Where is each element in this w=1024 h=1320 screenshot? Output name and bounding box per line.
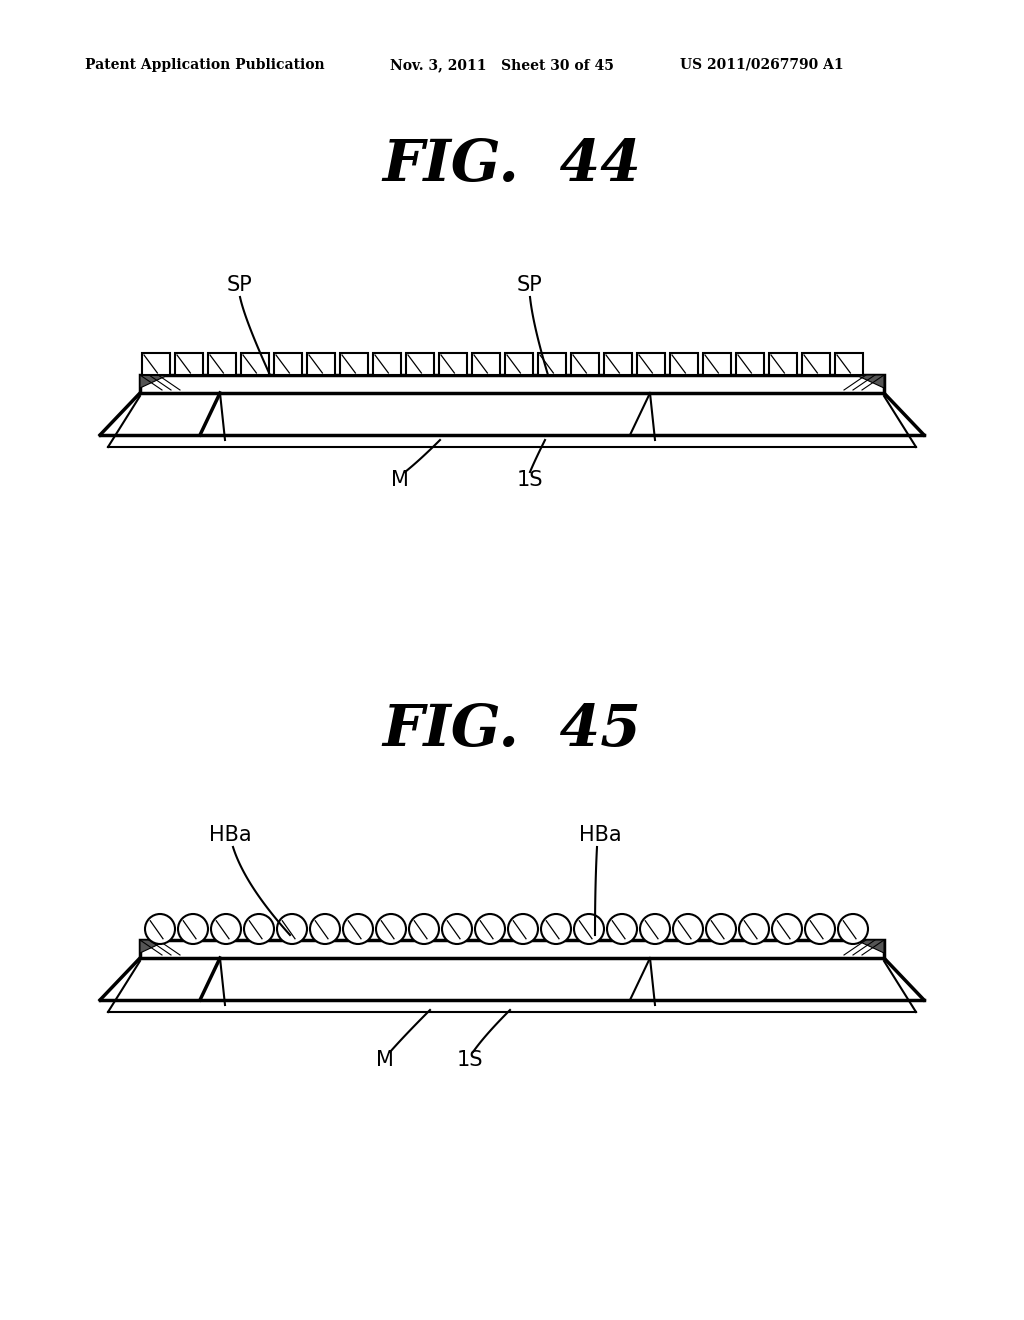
Text: 1S: 1S (517, 470, 544, 490)
Text: 1S: 1S (457, 1049, 483, 1071)
Polygon shape (241, 352, 269, 375)
Polygon shape (571, 352, 599, 375)
Polygon shape (340, 352, 368, 375)
Polygon shape (406, 352, 434, 375)
Polygon shape (208, 352, 236, 375)
Text: M: M (391, 470, 409, 490)
Polygon shape (274, 352, 302, 375)
Polygon shape (856, 940, 884, 953)
Text: M: M (376, 1049, 394, 1071)
Text: FIG.  45: FIG. 45 (383, 702, 641, 758)
Circle shape (442, 913, 472, 944)
Polygon shape (703, 352, 731, 375)
Polygon shape (538, 352, 566, 375)
Circle shape (475, 913, 505, 944)
Circle shape (805, 913, 835, 944)
Circle shape (838, 913, 868, 944)
Polygon shape (142, 352, 170, 375)
Text: FIG.  44: FIG. 44 (383, 137, 641, 193)
Polygon shape (769, 352, 797, 375)
Circle shape (145, 913, 175, 944)
Circle shape (574, 913, 604, 944)
Circle shape (178, 913, 208, 944)
Text: Nov. 3, 2011   Sheet 30 of 45: Nov. 3, 2011 Sheet 30 of 45 (390, 58, 613, 73)
Text: US 2011/0267790 A1: US 2011/0267790 A1 (680, 58, 844, 73)
Text: HBa: HBa (209, 825, 251, 845)
Circle shape (310, 913, 340, 944)
Circle shape (541, 913, 571, 944)
Polygon shape (604, 352, 632, 375)
Text: SP: SP (227, 275, 253, 294)
Circle shape (640, 913, 670, 944)
Polygon shape (140, 940, 884, 958)
Polygon shape (373, 352, 401, 375)
Polygon shape (856, 375, 884, 388)
Polygon shape (307, 352, 335, 375)
Polygon shape (472, 352, 500, 375)
Polygon shape (140, 375, 884, 393)
Polygon shape (140, 940, 168, 953)
Circle shape (376, 913, 406, 944)
Text: HBa: HBa (579, 825, 622, 845)
Polygon shape (175, 352, 203, 375)
Circle shape (409, 913, 439, 944)
Circle shape (772, 913, 802, 944)
Polygon shape (736, 352, 764, 375)
Polygon shape (835, 352, 863, 375)
Polygon shape (670, 352, 698, 375)
Circle shape (673, 913, 703, 944)
Circle shape (706, 913, 736, 944)
Circle shape (607, 913, 637, 944)
Circle shape (508, 913, 538, 944)
Polygon shape (505, 352, 534, 375)
Polygon shape (637, 352, 665, 375)
Circle shape (244, 913, 274, 944)
Text: Patent Application Publication: Patent Application Publication (85, 58, 325, 73)
Circle shape (343, 913, 373, 944)
Polygon shape (439, 352, 467, 375)
Polygon shape (100, 958, 924, 1001)
Polygon shape (802, 352, 830, 375)
Circle shape (278, 913, 307, 944)
Circle shape (211, 913, 241, 944)
Polygon shape (100, 393, 924, 436)
Text: SP: SP (517, 275, 543, 294)
Polygon shape (140, 375, 168, 388)
Circle shape (739, 913, 769, 944)
